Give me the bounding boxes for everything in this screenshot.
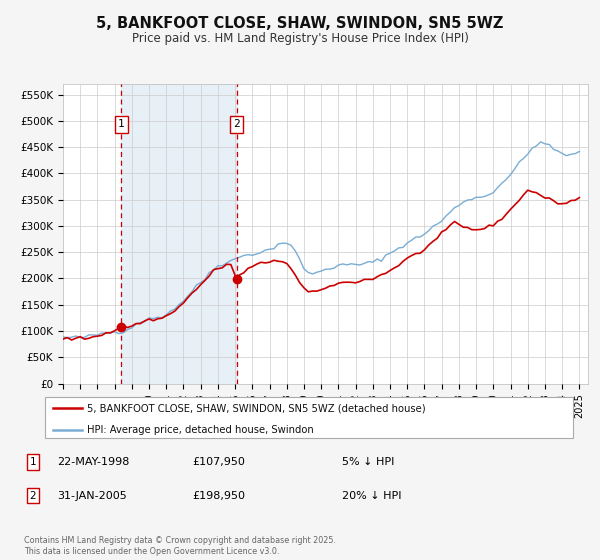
Text: £198,950: £198,950 <box>192 491 245 501</box>
Text: 2: 2 <box>233 119 240 129</box>
Text: £107,950: £107,950 <box>192 457 245 467</box>
Text: Contains HM Land Registry data © Crown copyright and database right 2025.
This d: Contains HM Land Registry data © Crown c… <box>24 536 336 556</box>
Text: 2: 2 <box>29 491 37 501</box>
Text: 22-MAY-1998: 22-MAY-1998 <box>57 457 130 467</box>
Text: 5, BANKFOOT CLOSE, SHAW, SWINDON, SN5 5WZ: 5, BANKFOOT CLOSE, SHAW, SWINDON, SN5 5W… <box>97 16 503 31</box>
Text: 1: 1 <box>29 457 37 467</box>
Bar <box>121 84 236 384</box>
Text: 31-JAN-2005: 31-JAN-2005 <box>57 491 127 501</box>
Text: HPI: Average price, detached house, Swindon: HPI: Average price, detached house, Swin… <box>88 425 314 435</box>
FancyBboxPatch shape <box>44 397 574 438</box>
Text: 5, BANKFOOT CLOSE, SHAW, SWINDON, SN5 5WZ (detached house): 5, BANKFOOT CLOSE, SHAW, SWINDON, SN5 5W… <box>88 403 426 413</box>
Text: 5% ↓ HPI: 5% ↓ HPI <box>342 457 394 467</box>
Text: Price paid vs. HM Land Registry's House Price Index (HPI): Price paid vs. HM Land Registry's House … <box>131 32 469 45</box>
Text: 1: 1 <box>118 119 125 129</box>
Text: 20% ↓ HPI: 20% ↓ HPI <box>342 491 401 501</box>
